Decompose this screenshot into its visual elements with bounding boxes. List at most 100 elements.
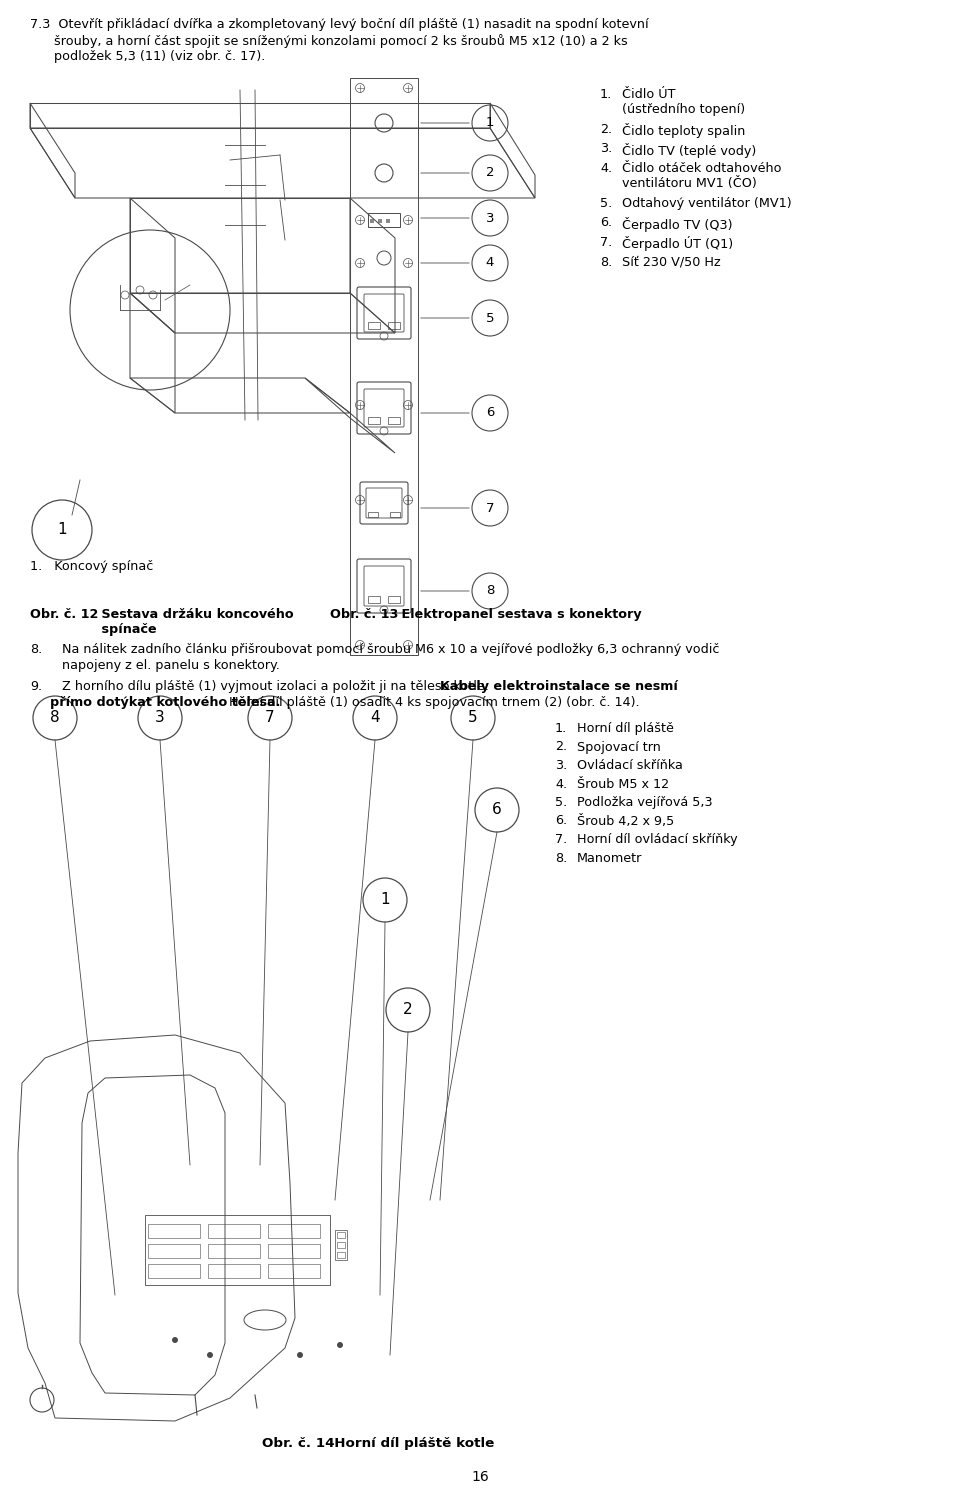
Bar bbox=[268, 1244, 320, 1259]
Text: 3.: 3. bbox=[600, 142, 612, 155]
Bar bbox=[386, 219, 390, 222]
Bar bbox=[335, 1230, 347, 1260]
Circle shape bbox=[337, 1342, 343, 1348]
Text: Čidlo ÚT: Čidlo ÚT bbox=[622, 88, 676, 102]
Bar bbox=[337, 1232, 345, 1238]
Text: 8.: 8. bbox=[600, 255, 612, 269]
Text: Sestava držáku koncového: Sestava držáku koncového bbox=[88, 608, 294, 621]
Bar bbox=[388, 417, 400, 424]
Text: 2.: 2. bbox=[555, 741, 567, 754]
Text: 5: 5 bbox=[468, 711, 478, 726]
Bar bbox=[337, 1253, 345, 1259]
Text: 6.: 6. bbox=[600, 216, 612, 230]
Circle shape bbox=[297, 1353, 303, 1359]
Text: Čerpadlo TV (Q3): Čerpadlo TV (Q3) bbox=[622, 216, 732, 231]
Text: 1.   Koncový spínač: 1. Koncový spínač bbox=[30, 560, 154, 573]
Text: 6: 6 bbox=[492, 803, 502, 818]
Text: 1.: 1. bbox=[555, 723, 567, 735]
Text: Horní díl pláště: Horní díl pláště bbox=[577, 723, 674, 735]
Bar bbox=[337, 1242, 345, 1248]
Text: 4.: 4. bbox=[600, 163, 612, 175]
Bar bbox=[368, 596, 380, 603]
Bar bbox=[390, 512, 400, 517]
Text: Ovládací skříňka: Ovládací skříňka bbox=[577, 758, 683, 772]
Bar bbox=[268, 1265, 320, 1278]
Text: Obr. č. 13: Obr. č. 13 bbox=[330, 608, 398, 621]
Text: Šroub M5 x 12: Šroub M5 x 12 bbox=[577, 778, 669, 790]
Bar bbox=[350, 78, 418, 655]
Text: přímo dotýkat kotlového tělesa.: přímo dotýkat kotlového tělesa. bbox=[50, 696, 280, 709]
Circle shape bbox=[207, 1353, 213, 1359]
Text: 8: 8 bbox=[50, 711, 60, 726]
Text: ventilátoru MV1 (ČO): ventilátoru MV1 (ČO) bbox=[622, 178, 756, 191]
Bar bbox=[148, 1224, 200, 1238]
Text: 4: 4 bbox=[371, 711, 380, 726]
Text: 6.: 6. bbox=[555, 815, 567, 827]
Text: Elektropanel sestava s konektory: Elektropanel sestava s konektory bbox=[388, 608, 641, 621]
Text: 5.: 5. bbox=[600, 197, 612, 211]
Text: 3: 3 bbox=[156, 711, 165, 726]
Text: 7.: 7. bbox=[555, 833, 567, 847]
Text: Z horního dílu pláště (1) vyjmout izolaci a položit ji na těleso kotle.: Z horního dílu pláště (1) vyjmout izolac… bbox=[50, 679, 492, 693]
Bar bbox=[148, 1265, 200, 1278]
Text: 1: 1 bbox=[486, 116, 494, 130]
Text: 1: 1 bbox=[58, 523, 67, 537]
Text: Odtahový ventilátor (MV1): Odtahový ventilátor (MV1) bbox=[622, 197, 792, 211]
Bar bbox=[208, 1265, 260, 1278]
Circle shape bbox=[172, 1338, 178, 1344]
Text: Šroub 4,2 x 9,5: Šroub 4,2 x 9,5 bbox=[577, 815, 674, 827]
Text: 16: 16 bbox=[471, 1471, 489, 1484]
Text: Spojovací trn: Spojovací trn bbox=[577, 741, 660, 754]
Text: 8.: 8. bbox=[30, 643, 42, 655]
Text: Čerpadlo ÚT (Q1): Čerpadlo ÚT (Q1) bbox=[622, 236, 733, 251]
Text: napojeny z el. panelu s konektory.: napojeny z el. panelu s konektory. bbox=[50, 658, 280, 672]
Bar bbox=[208, 1244, 260, 1259]
Text: 3.: 3. bbox=[555, 758, 567, 772]
Bar bbox=[368, 322, 380, 328]
Bar bbox=[148, 1244, 200, 1259]
Bar bbox=[368, 213, 400, 227]
Text: 7.3  Otevřít přikládací dvířka a zkompletovaný levý boční díl pláště (1) nasadit: 7.3 Otevřít přikládací dvířka a zkomplet… bbox=[30, 18, 649, 31]
Text: (ústředního topení): (ústředního topení) bbox=[622, 103, 745, 116]
Text: Obr. č. 12: Obr. č. 12 bbox=[30, 608, 98, 621]
Text: 4: 4 bbox=[486, 257, 494, 270]
Text: 4.: 4. bbox=[555, 778, 567, 790]
Text: Na nálitek zadního článku přišroubovat pomocí šroubu M6 x 10 a vejířové podložky: Na nálitek zadního článku přišroubovat p… bbox=[50, 643, 719, 655]
Text: 5: 5 bbox=[486, 312, 494, 324]
Bar bbox=[145, 1215, 330, 1285]
Text: spínače: spínače bbox=[88, 623, 156, 636]
Text: 2.: 2. bbox=[600, 122, 612, 136]
Text: 9.: 9. bbox=[30, 679, 42, 693]
Text: 7: 7 bbox=[486, 502, 494, 515]
Text: Čidlo teploty spalin: Čidlo teploty spalin bbox=[622, 122, 745, 137]
Text: 2: 2 bbox=[486, 167, 494, 179]
Bar bbox=[388, 322, 400, 328]
Text: Horní díl ovládací skříňky: Horní díl ovládací skříňky bbox=[577, 833, 737, 847]
Text: 7: 7 bbox=[265, 711, 275, 726]
Text: šrouby, a horní část spojit se sníženými konzolami pomocí 2 ks šroubů M5 x12 (10: šrouby, a horní část spojit se sníženými… bbox=[30, 34, 628, 48]
Text: podložek 5,3 (11) (viz obr. č. 17).: podložek 5,3 (11) (viz obr. č. 17). bbox=[30, 49, 265, 63]
Bar bbox=[378, 219, 382, 222]
Bar bbox=[368, 512, 378, 517]
Text: Čidlo otáček odtahového: Čidlo otáček odtahového bbox=[622, 163, 781, 175]
Text: 1: 1 bbox=[380, 893, 390, 908]
Text: 8: 8 bbox=[486, 584, 494, 597]
Text: 2: 2 bbox=[403, 1002, 413, 1018]
Text: Kabely elektroinstalace se nesmí: Kabely elektroinstalace se nesmí bbox=[440, 679, 678, 693]
Bar bbox=[368, 417, 380, 424]
Text: 5.: 5. bbox=[555, 796, 567, 809]
Bar bbox=[388, 596, 400, 603]
Text: 8.: 8. bbox=[555, 851, 567, 864]
Text: Čidlo TV (teplé vody): Čidlo TV (teplé vody) bbox=[622, 142, 756, 157]
Text: 7.: 7. bbox=[600, 236, 612, 249]
Text: Podložka vejířová 5,3: Podložka vejířová 5,3 bbox=[577, 796, 712, 809]
Text: Horní díl pláště kotle: Horní díl pláště kotle bbox=[320, 1436, 494, 1450]
Text: 6: 6 bbox=[486, 406, 494, 420]
Bar bbox=[370, 219, 374, 222]
Text: Síť 230 V/50 Hz: Síť 230 V/50 Hz bbox=[622, 255, 721, 269]
Bar bbox=[208, 1224, 260, 1238]
Text: Obr. č. 14: Obr. č. 14 bbox=[262, 1436, 334, 1450]
Text: Horní díl pláště (1) osadit 4 ks spojovacím trnem (2) (obr. č. 14).: Horní díl pláště (1) osadit 4 ks spojova… bbox=[225, 696, 639, 709]
Text: Manometr: Manometr bbox=[577, 851, 642, 864]
Text: 3: 3 bbox=[486, 212, 494, 224]
